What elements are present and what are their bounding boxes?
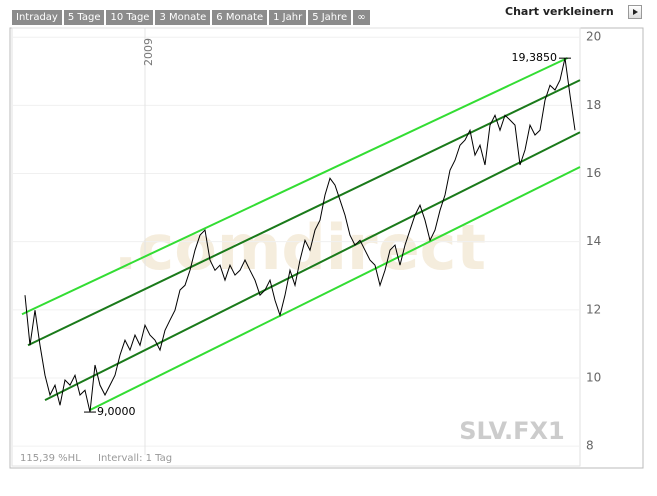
- max-annotation: 19,3850: [512, 51, 558, 64]
- footer-interval: Intervall: 1 Tag: [98, 453, 172, 464]
- trend-channel: [21, 57, 568, 316]
- range-button[interactable]: ∞: [353, 10, 370, 25]
- y-tick-label: 10: [586, 370, 601, 384]
- range-button[interactable]: 6 Monate: [212, 10, 268, 25]
- y-tick-label: 18: [586, 98, 601, 112]
- price-line: [24, 58, 576, 413]
- y-tick-label: 14: [586, 234, 601, 248]
- shrink-button[interactable]: [628, 5, 642, 19]
- range-button[interactable]: 3 Monate: [155, 10, 211, 25]
- shrink-label[interactable]: Chart verkleinern: [505, 5, 614, 18]
- symbol-label: SLV.FX1: [459, 417, 564, 445]
- range-button[interactable]: 10 Tage: [106, 10, 154, 25]
- y-tick-label: 20: [586, 30, 601, 44]
- y-tick-label: 16: [586, 166, 601, 180]
- trend-channel: [44, 131, 581, 402]
- y-tick-label: 12: [586, 302, 601, 316]
- range-button[interactable]: 5 Jahre: [308, 10, 352, 25]
- range-button[interactable]: Intraday: [12, 10, 62, 25]
- range-button[interactable]: 5 Tage: [63, 10, 105, 25]
- range-button[interactable]: 1 Jahr: [269, 10, 307, 25]
- plot-area: [11, 27, 581, 467]
- range-toolbar: Intraday 5 Tage 10 Tage 3 Monate 6 Monate 1 J…: [12, 10, 370, 25]
- trend-channel: [89, 166, 581, 411]
- y-tick-label: 8: [586, 439, 594, 453]
- trend-channel: [27, 79, 581, 347]
- min-annotation: 9,0000: [97, 405, 136, 418]
- footer-hl: 115,39 %HL: [20, 453, 81, 464]
- x-tick-label: 2009: [142, 38, 155, 66]
